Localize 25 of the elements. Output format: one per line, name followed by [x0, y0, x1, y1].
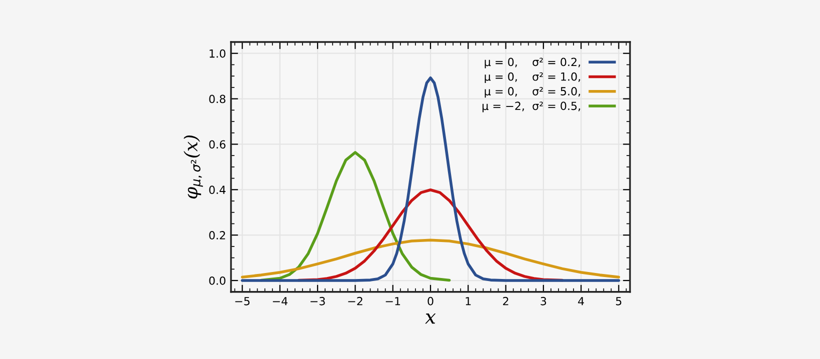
x-tick-label: −1 [386, 297, 400, 306]
y-tick-label: 0.4 [209, 186, 226, 194]
line-series [240, 238, 620, 278]
x-tick-label: 1 [466, 297, 471, 306]
x-tick-label: −4 [272, 297, 288, 306]
legend-label: μ = 0, σ² = 5.0, [484, 87, 580, 98]
x-tick-label: −3 [310, 296, 325, 306]
legend-label: μ = −2, σ² = 0.5, [482, 102, 580, 112]
x-tick-label: 5 [616, 297, 622, 306]
y-tick-label: 0.6 [209, 140, 226, 149]
x-axis-title: x [425, 314, 436, 324]
y-tick-label: 0.0 [209, 276, 226, 285]
x-tick-label: 0 [428, 296, 434, 306]
y-tick-label: 0.8 [209, 94, 226, 104]
x-tick-label: 2 [503, 296, 508, 306]
x-tick-label: −5 [235, 297, 250, 306]
x-tick-label: 4 [578, 297, 584, 306]
y-tick-label: 0.2 [209, 231, 226, 240]
line-series [260, 151, 451, 282]
legend-label: μ = 0, σ² = 1.0, [484, 72, 580, 83]
x-tick-label: −2 [348, 296, 362, 306]
legend-label: μ = 0, σ² = 0.2, [484, 58, 580, 68]
y-axis-title: φ$_{μ,σ²}$(x) [184, 135, 203, 199]
x-tick-label: 3 [540, 296, 546, 306]
y-tick-label: 1.0 [210, 49, 226, 58]
